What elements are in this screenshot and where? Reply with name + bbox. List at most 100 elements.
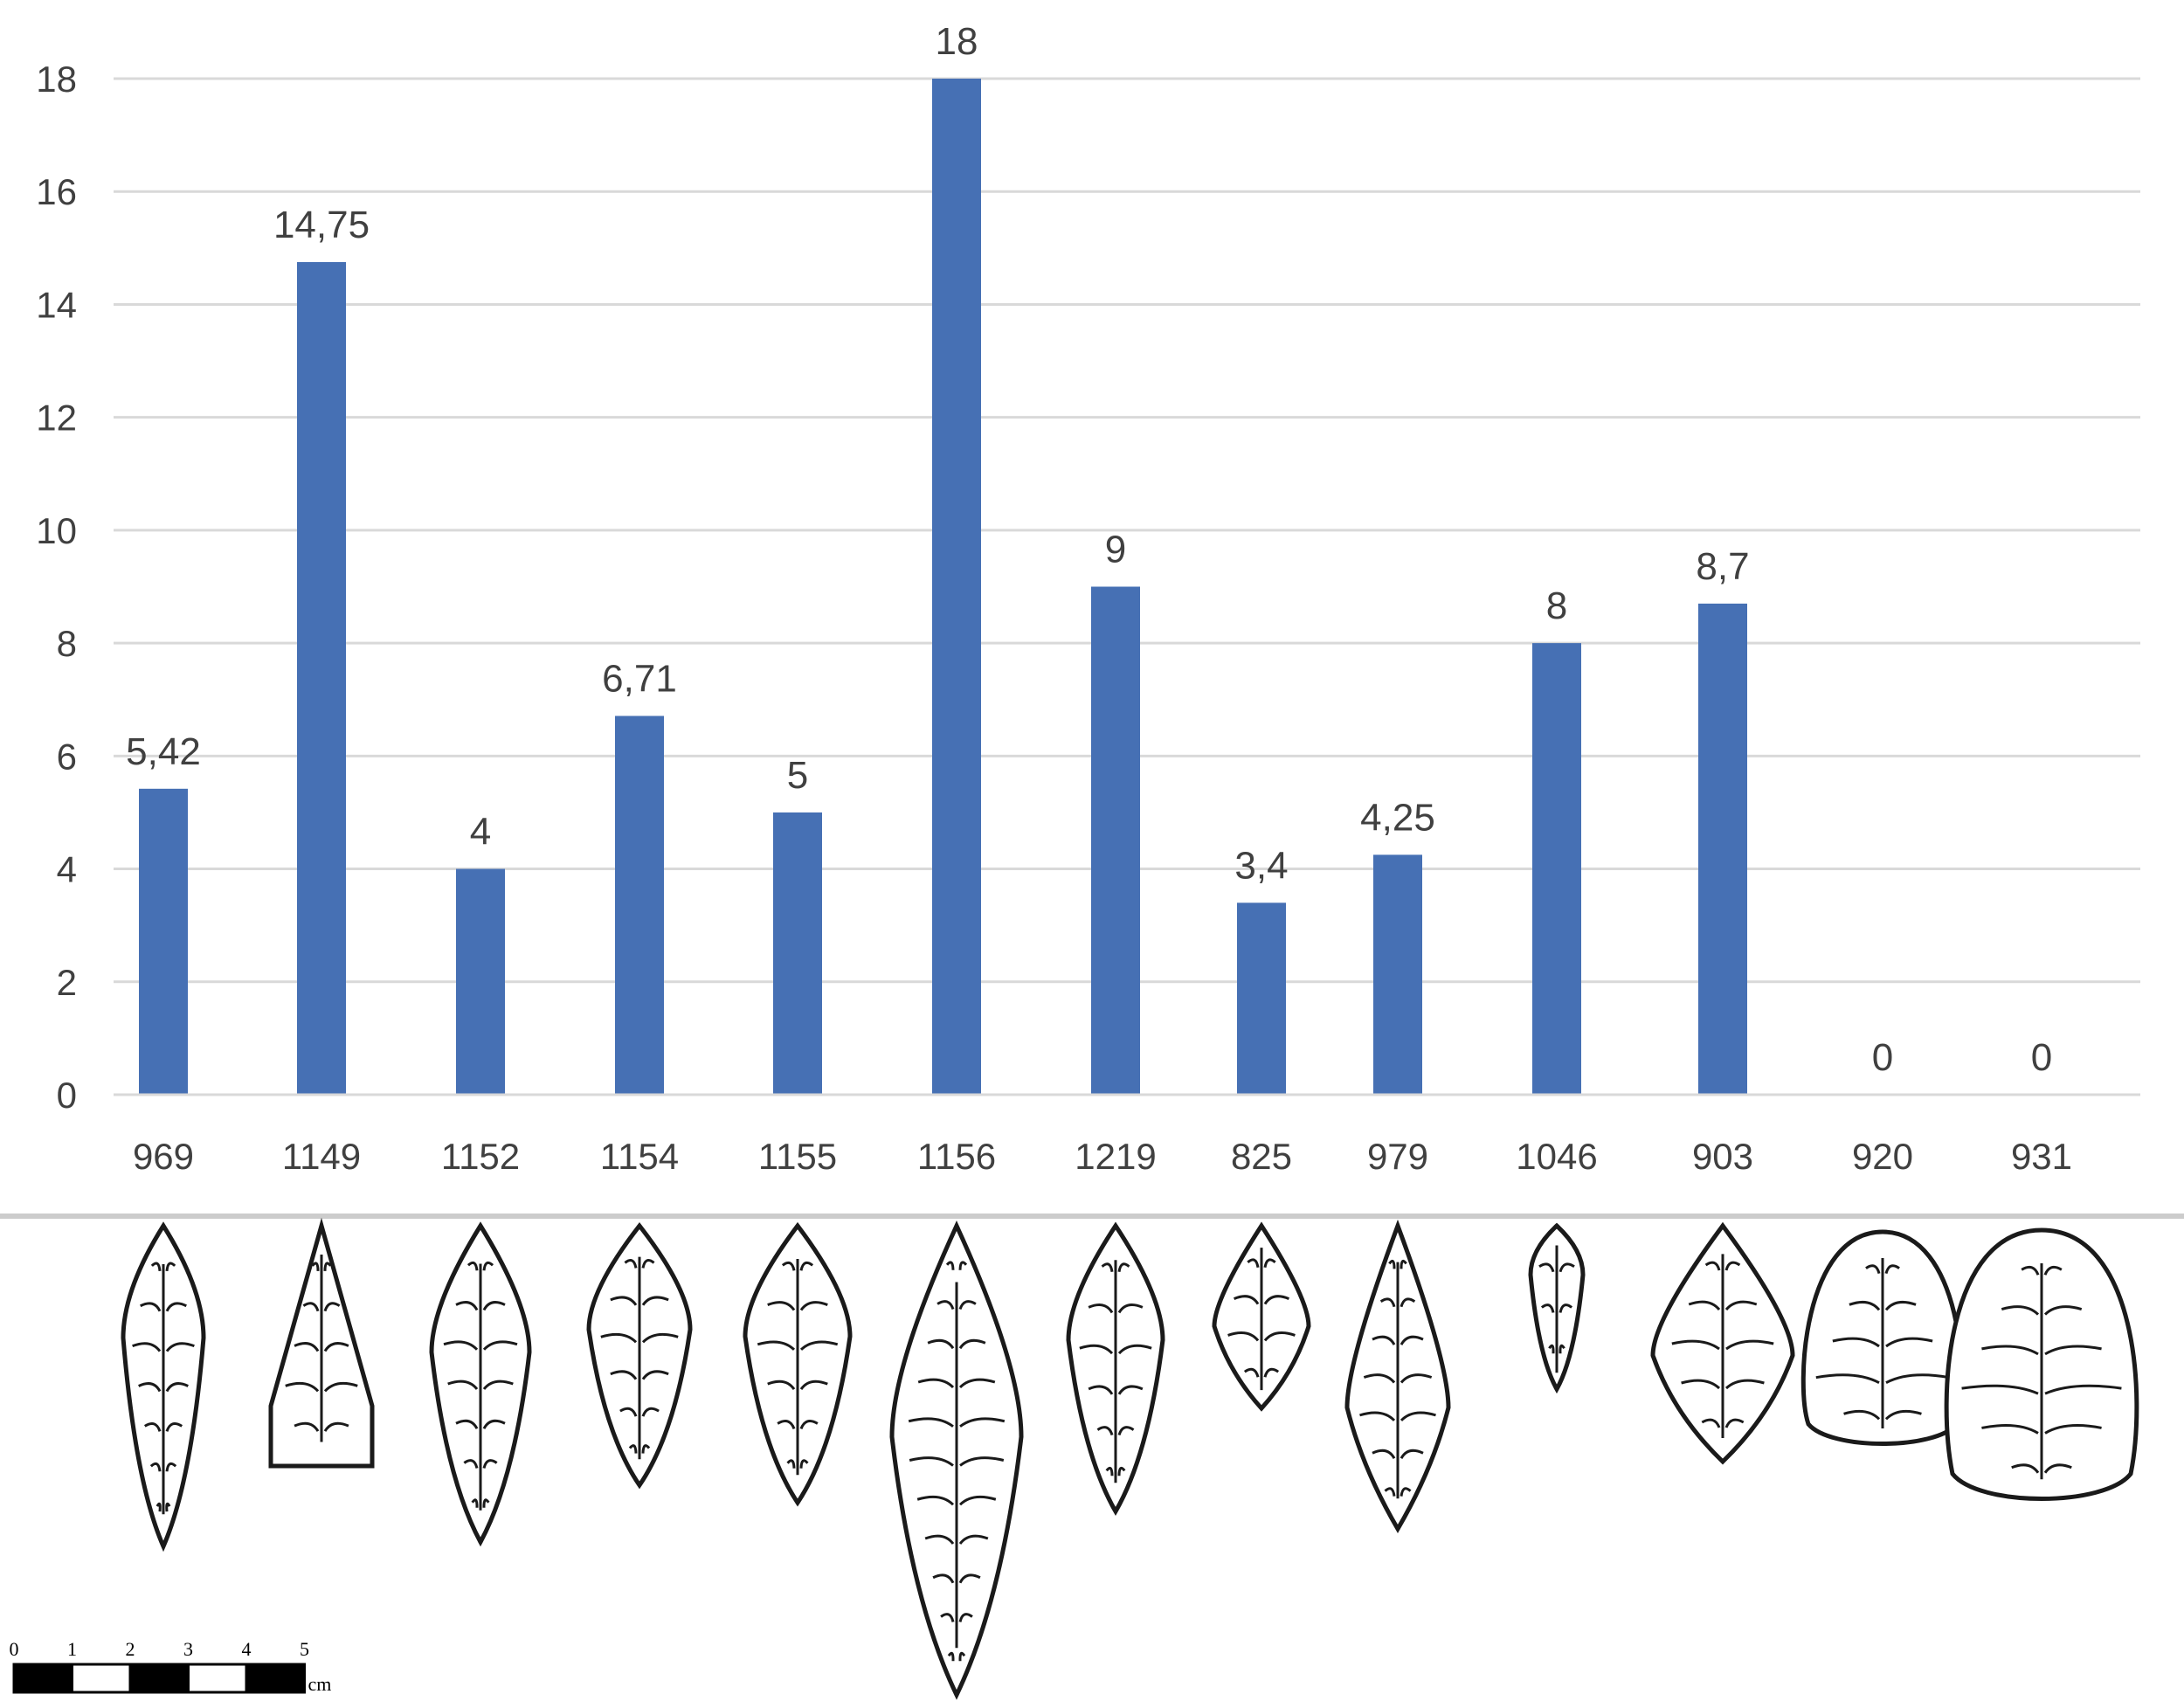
data-label: 9	[1105, 529, 1126, 571]
scale-bar-segment	[12, 1663, 73, 1694]
y-tick-label: 0	[57, 1075, 77, 1116]
flake-scar	[916, 1495, 997, 1506]
flake-scar	[2021, 1265, 2063, 1276]
flake-scar	[600, 1332, 679, 1344]
data-label: 8	[1546, 584, 1567, 627]
flake-scar	[294, 1342, 349, 1352]
flake-scar	[628, 1444, 651, 1454]
flake-scar	[936, 1300, 977, 1310]
flake-scar	[311, 1262, 332, 1271]
category-label: 1154	[600, 1136, 679, 1177]
y-tick-label: 2	[57, 962, 77, 1003]
flake-scar	[285, 1381, 358, 1393]
flake-scar	[1088, 1303, 1144, 1314]
category-label: 920	[1852, 1136, 1913, 1177]
flake-scar	[1538, 1262, 1575, 1273]
flake-scar	[1247, 1258, 1276, 1269]
flake-scar	[777, 1420, 819, 1430]
data-label: 0	[2031, 1036, 2052, 1079]
flake-scar	[1372, 1449, 1424, 1460]
flake-scar	[610, 1296, 669, 1306]
category-label: 931	[2011, 1136, 2072, 1177]
flake-scar	[447, 1380, 514, 1390]
bar	[1532, 643, 1581, 1095]
flake-scar	[1843, 1409, 1922, 1421]
bar	[1091, 586, 1140, 1095]
category-label: 979	[1367, 1136, 1428, 1177]
data-label: 0	[1872, 1036, 1893, 1079]
category-label: 1155	[758, 1136, 837, 1177]
flake-scar	[924, 1534, 989, 1545]
y-axis-ticks: 0 2 4 6 8 10 12 14 16 18	[36, 59, 77, 1116]
data-label: 4	[470, 811, 491, 854]
flake-scar	[1227, 1331, 1296, 1342]
data-labels: 5,42 14,75 4 6,71 5 18 9 3,4 4,25 8 8,7 0 0	[126, 20, 2052, 1079]
flake-scar	[610, 1370, 669, 1380]
y-tick-label: 8	[57, 623, 77, 664]
flake-scar	[455, 1419, 506, 1430]
flake-scar	[1981, 1424, 2102, 1435]
scale-bar-tick-label: 2	[126, 1638, 135, 1660]
scale-bar-tick-label: 4	[242, 1638, 252, 1660]
data-label: 6,71	[602, 657, 677, 700]
flake-scar	[1088, 1385, 1144, 1395]
scale-bar-segment	[128, 1663, 190, 1694]
flake-scar	[463, 1459, 498, 1469]
flake-scar	[945, 1261, 968, 1270]
flake-scar	[1243, 1367, 1280, 1378]
flake-scar	[757, 1340, 839, 1351]
flake-scar	[1384, 1487, 1412, 1497]
category-label: 903	[1692, 1136, 1753, 1177]
scale-bar-tick-label: 5	[300, 1638, 309, 1660]
data-label: 5,42	[126, 730, 201, 773]
scale-bar-tick-label: 0	[10, 1638, 19, 1660]
category-labels: 969 1149 1152 1154 1155 1156 1219 825 979 1046 903…	[133, 1136, 2072, 1177]
data-label: 18	[936, 20, 978, 63]
flake-scar	[1704, 1261, 1741, 1271]
flake-scar	[1701, 1418, 1745, 1428]
y-tick-label: 14	[36, 284, 77, 325]
y-tick-label: 12	[36, 398, 77, 439]
flake-scar	[619, 1407, 660, 1417]
category-label: 1156	[917, 1136, 996, 1177]
flake-scar	[1961, 1384, 2122, 1395]
flake-scar	[132, 1342, 195, 1352]
category-label: 1149	[282, 1136, 361, 1177]
flake-scar	[940, 1613, 973, 1622]
flake-scar	[138, 1382, 189, 1393]
data-label: 14,75	[273, 204, 370, 246]
flake-scar	[1981, 1345, 2102, 1356]
flake-scar	[1372, 1335, 1424, 1345]
flake-scar	[1540, 1303, 1573, 1313]
bar	[139, 788, 188, 1095]
flake-scar	[443, 1340, 518, 1351]
flake-scar	[927, 1338, 986, 1350]
scale-bar-unit: cm	[308, 1673, 332, 1695]
bar	[773, 812, 822, 1095]
scale-bar-segment	[245, 1663, 306, 1694]
flake-scar	[1105, 1466, 1126, 1476]
y-tick-label: 16	[36, 171, 77, 212]
flake-scar	[1849, 1300, 1917, 1311]
flake-scar	[1363, 1373, 1433, 1384]
flake-scar	[1101, 1262, 1130, 1272]
flake-scar	[1681, 1379, 1765, 1390]
gridlines	[114, 77, 2140, 984]
flake-scar	[149, 1462, 177, 1472]
flake-scar	[1688, 1300, 1758, 1311]
flake-scar	[1379, 1297, 1416, 1308]
category-label: 825	[1231, 1136, 1292, 1177]
flake-scar	[1233, 1295, 1290, 1305]
category-label: 1219	[1075, 1136, 1156, 1177]
flake-scar	[1388, 1259, 1407, 1269]
flake-scar	[1548, 1344, 1565, 1354]
flake-scar	[471, 1498, 490, 1508]
lithic-drawings	[121, 1217, 2139, 1700]
scale-bar-tick-label: 1	[67, 1638, 77, 1660]
bar	[932, 79, 981, 1095]
bar	[297, 261, 346, 1096]
category-label: 1152	[441, 1136, 520, 1177]
flake-scar	[143, 1421, 183, 1432]
bar	[1698, 603, 1747, 1095]
